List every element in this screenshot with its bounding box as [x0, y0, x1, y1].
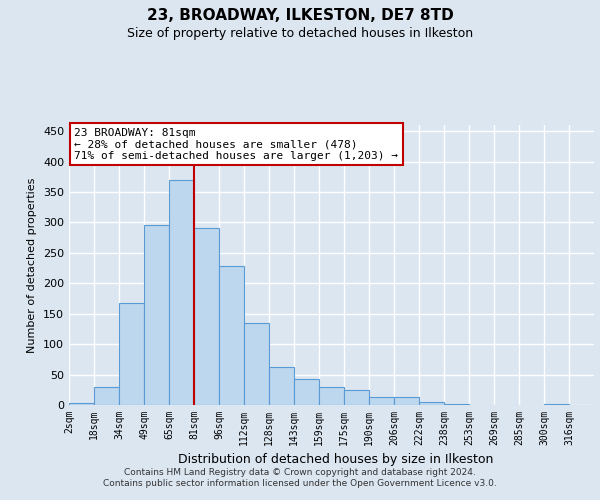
Text: 23, BROADWAY, ILKESTON, DE7 8TD: 23, BROADWAY, ILKESTON, DE7 8TD — [146, 8, 454, 22]
Bar — [269, 368, 294, 405]
Bar — [69, 403, 94, 405]
Text: Contains HM Land Registry data © Crown copyright and database right 2024.
Contai: Contains HM Land Registry data © Crown c… — [103, 468, 497, 487]
Bar — [144, 226, 169, 405]
Text: 23 BROADWAY: 81sqm
← 28% of detached houses are smaller (478)
71% of semi-detach: 23 BROADWAY: 81sqm ← 28% of detached hou… — [74, 128, 398, 161]
Bar — [194, 228, 219, 405]
Bar — [169, 180, 194, 405]
Bar — [294, 379, 319, 405]
Bar — [244, 323, 269, 405]
Bar — [219, 266, 244, 405]
Bar — [444, 404, 469, 405]
Bar — [369, 397, 394, 405]
Bar — [419, 402, 444, 405]
Text: Size of property relative to detached houses in Ilkeston: Size of property relative to detached ho… — [127, 28, 473, 40]
Text: Distribution of detached houses by size in Ilkeston: Distribution of detached houses by size … — [178, 452, 494, 466]
Bar — [319, 386, 344, 405]
Bar — [394, 397, 419, 405]
Y-axis label: Number of detached properties: Number of detached properties — [28, 178, 37, 352]
Bar — [544, 404, 569, 405]
Bar — [344, 390, 369, 405]
Bar — [94, 386, 119, 405]
Bar — [119, 304, 144, 405]
